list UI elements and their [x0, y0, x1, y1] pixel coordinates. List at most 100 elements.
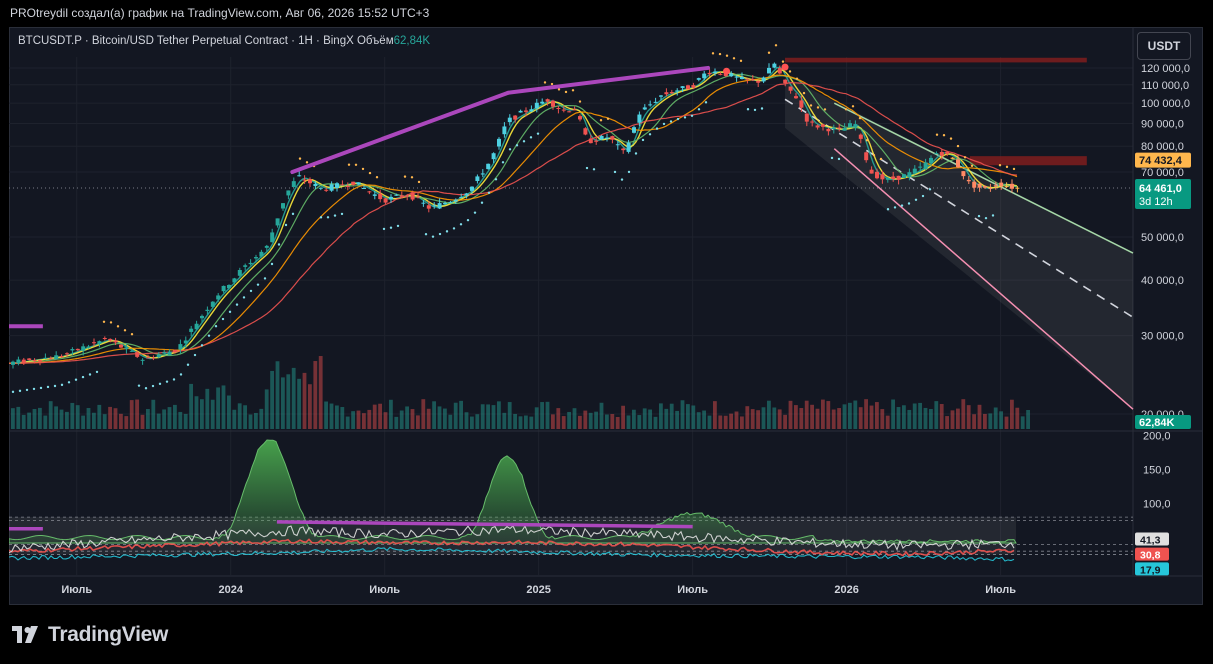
currency-button[interactable]: USDT	[1137, 32, 1191, 60]
sar-dot	[830, 156, 834, 160]
volume-bar	[216, 387, 220, 429]
candle-body	[794, 96, 798, 99]
candle-body	[939, 152, 944, 156]
volume-bar	[972, 414, 976, 429]
candle-body	[518, 110, 523, 113]
resistance-zones	[785, 57, 1087, 166]
sar-dot	[606, 117, 610, 120]
sar-dot	[1005, 165, 1009, 169]
volume-bar	[470, 416, 474, 429]
volume-bar	[437, 406, 442, 429]
trendline-2	[505, 65, 711, 95]
osc-value-tag-bg	[1135, 547, 1169, 561]
volume-bar	[966, 405, 971, 429]
sar-dot	[494, 178, 498, 181]
volume-bar	[394, 416, 399, 429]
candle-body	[648, 104, 653, 106]
volume-bar	[248, 414, 253, 429]
price-labels: 74 432,4 64 461,03d 12h 62,84K 41,3 30,8 17,9	[1135, 152, 1191, 576]
candle-body	[826, 128, 831, 132]
sar-dot	[123, 329, 127, 332]
osc-tick-label: 150,0	[1143, 464, 1171, 476]
candle-body	[70, 349, 75, 351]
volume-bar	[378, 403, 382, 429]
volume-bar	[38, 407, 42, 429]
time-tick-label: 2026	[834, 584, 858, 596]
volume-bar	[918, 402, 922, 429]
candle-body	[740, 76, 744, 79]
price-tick-label: 70 000,0	[1141, 167, 1184, 179]
candle-body	[399, 195, 404, 197]
candle-body	[556, 108, 561, 110]
volume-bar	[848, 402, 852, 429]
volume-bar	[561, 416, 566, 429]
volume-bar	[146, 409, 150, 429]
chart-svg[interactable]: 120 000,0 110 000,0 100 000,0 90 000,0 80 00…	[9, 27, 1203, 605]
candle-body	[129, 350, 134, 352]
volume-bar	[464, 412, 469, 429]
sar-dot	[256, 283, 260, 286]
price-axis[interactable]: 120 000,0 110 000,0 100 000,0 90 000,0 80 00…	[1141, 63, 1190, 545]
candle-body	[864, 152, 869, 161]
candle-body	[594, 140, 599, 142]
sar-dot	[452, 227, 456, 230]
volume-bar	[459, 400, 463, 429]
purple-trendlines	[9, 65, 711, 329]
candle-body	[11, 361, 15, 365]
sar-dot	[669, 120, 673, 123]
volume-bar	[632, 409, 636, 429]
candle-body	[680, 86, 685, 88]
volume-bar	[183, 413, 188, 429]
sar-dot	[613, 170, 617, 174]
time-axis[interactable]: Июль 2024 Июль 2025 Июль 2026 Июль	[61, 584, 1016, 596]
volume-bar	[254, 412, 258, 429]
candle-body	[183, 340, 188, 344]
candle-body	[561, 109, 566, 111]
volume-bar	[572, 408, 577, 429]
candle-body	[38, 360, 42, 362]
tradingview-logo[interactable]: TradingView	[12, 623, 168, 647]
sar-dot	[214, 325, 218, 328]
volume-bar	[642, 408, 647, 429]
candle-body	[885, 178, 890, 180]
sar-dot	[956, 144, 960, 148]
candle-body	[772, 63, 777, 68]
candle-body	[318, 187, 323, 189]
candle-body	[167, 351, 172, 356]
candle-body	[831, 127, 836, 129]
volume-bar	[988, 413, 993, 429]
volume-bar	[313, 361, 318, 429]
candle-body	[626, 142, 631, 152]
sar-dot	[25, 388, 29, 392]
sar-dot	[907, 202, 911, 205]
volume-bar	[540, 402, 544, 429]
candle-body	[232, 278, 237, 283]
volume-bar	[421, 399, 426, 429]
candle-body	[993, 185, 998, 187]
candle-body	[102, 337, 107, 339]
volume-bar	[1020, 416, 1025, 429]
volume-bar	[151, 399, 156, 429]
volume-bar	[821, 399, 825, 429]
sar-dot	[74, 378, 78, 381]
candle-body	[345, 186, 350, 188]
candle-body	[583, 128, 588, 135]
candle-body	[1004, 186, 1009, 188]
osc-trendline	[276, 520, 693, 529]
price-tick-label: 30 000,0	[1141, 331, 1184, 343]
volume-bar	[707, 415, 712, 429]
sar-dot	[886, 208, 890, 211]
candle-body	[291, 181, 296, 188]
candle-body	[216, 295, 221, 300]
volume-bar	[950, 410, 955, 429]
volume-bar	[912, 403, 917, 429]
candle-body	[259, 251, 264, 257]
volume-bar	[907, 409, 912, 429]
sar-dot	[585, 166, 589, 170]
candle-body	[340, 184, 345, 186]
volume-bar	[345, 416, 350, 429]
volume-bar	[675, 410, 679, 429]
candle-body	[210, 301, 215, 307]
volume-value-label-bg	[1135, 415, 1191, 429]
sar-dot	[228, 310, 232, 314]
